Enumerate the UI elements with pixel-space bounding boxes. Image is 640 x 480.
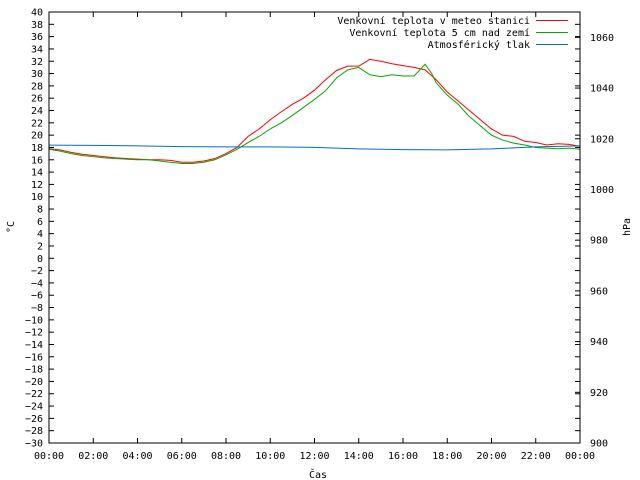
y-tick-label: 32 (31, 57, 43, 68)
y-tick-label: −24 (25, 402, 43, 413)
y-tick-label: 26 (31, 94, 43, 105)
y-tick-label: −14 (25, 340, 43, 351)
y-tick-label: 30 (31, 69, 43, 80)
x-tick-label: 08:00 (211, 451, 241, 462)
y2-tick-label: 1000 (590, 185, 614, 196)
y2-tick-label: 980 (590, 236, 608, 247)
y-tick-label: −26 (25, 414, 43, 425)
y2-tick-label: 1020 (590, 134, 614, 145)
y-tick-label: −10 (25, 315, 43, 326)
y-tick-label: 40 (31, 8, 43, 19)
y-tick-label: 4 (37, 229, 43, 240)
y-tick-label: −30 (25, 439, 43, 450)
series-line-ground-temp (48, 63, 581, 164)
y-tick-label: 14 (31, 168, 43, 179)
y2-tick-label: 960 (590, 286, 608, 297)
series-line-station-temp (48, 58, 581, 163)
y-axis-title: °C (6, 221, 17, 233)
y-tick-label: 28 (31, 81, 43, 92)
y-tick-label: 24 (31, 106, 43, 117)
legend-label-station-temp: Venkovní teplota v meteo stanici (337, 15, 530, 27)
legend: Venkovní teplota v meteo stanici Venkovn… (337, 15, 568, 51)
y2-tick-label: 940 (590, 337, 608, 348)
y-tick-label: −18 (25, 365, 43, 376)
y2-tick-label: 1040 (590, 84, 614, 95)
x-tick-label: 06:00 (167, 451, 197, 462)
x-axis-title: Čas (309, 468, 327, 480)
y-tick-label: −8 (31, 303, 43, 314)
y-tick-label: 2 (37, 241, 43, 252)
x-axis: 00:00 02:00 04:00 06:00 08:00 10:00 12:00 14:00… (34, 12, 595, 462)
legend-label-pressure: Atmosférický tlak (428, 39, 530, 51)
x-tick-label: 00:00 (34, 451, 64, 462)
left-axis: 4038363432302826242220181614121086420−2−… (25, 8, 580, 450)
y-tick-label: 12 (31, 180, 43, 191)
plot-series-group (48, 58, 581, 164)
y-tick-label: 8 (37, 205, 43, 216)
x-tick-label: 16:00 (388, 451, 418, 462)
y2-axis-title: hPa (622, 218, 633, 236)
y-tick-label: −20 (25, 377, 43, 388)
y-tick-label: 10 (31, 192, 43, 203)
y-tick-label: 0 (37, 254, 43, 265)
y-tick-label: 6 (37, 217, 43, 228)
series-line-pressure (48, 144, 581, 151)
y-tick-label: 38 (31, 20, 43, 31)
x-tick-label: 10:00 (255, 451, 285, 462)
y-tick-label: −6 (31, 291, 43, 302)
y-tick-label: −12 (25, 328, 43, 339)
y-tick-label: 18 (31, 143, 43, 154)
x-tick-label: 12:00 (299, 451, 329, 462)
y-tick-label: −22 (25, 389, 43, 400)
y-tick-label: 16 (31, 155, 43, 166)
y-tick-label: 20 (31, 131, 43, 142)
y-tick-label: 22 (31, 118, 43, 129)
x-tick-label: 14:00 (344, 451, 374, 462)
legend-label-ground-temp: Venkovní teplota 5 cm nad zemí (349, 27, 530, 39)
x-tick-label: 20:00 (476, 451, 506, 462)
y2-tick-label: 1060 (590, 33, 614, 44)
right-axis: 1060 1040 1020 1000 980 960 940 920 900 (575, 33, 614, 450)
y-tick-label: −16 (25, 352, 43, 363)
y-tick-label: −4 (31, 278, 43, 289)
y-tick-label: −2 (31, 266, 43, 277)
y-tick-label: 36 (31, 32, 43, 43)
x-tick-label: 18:00 (432, 451, 462, 462)
y2-tick-label: 900 (590, 439, 608, 450)
y-tick-label: −28 (25, 426, 43, 437)
x-tick-label: 00:00 (565, 451, 595, 462)
y-tick-label: 34 (31, 44, 43, 55)
x-tick-label: 04:00 (122, 451, 152, 462)
x-tick-label: 22:00 (521, 451, 551, 462)
x-tick-label: 02:00 (78, 451, 108, 462)
y2-tick-label: 920 (590, 388, 608, 399)
